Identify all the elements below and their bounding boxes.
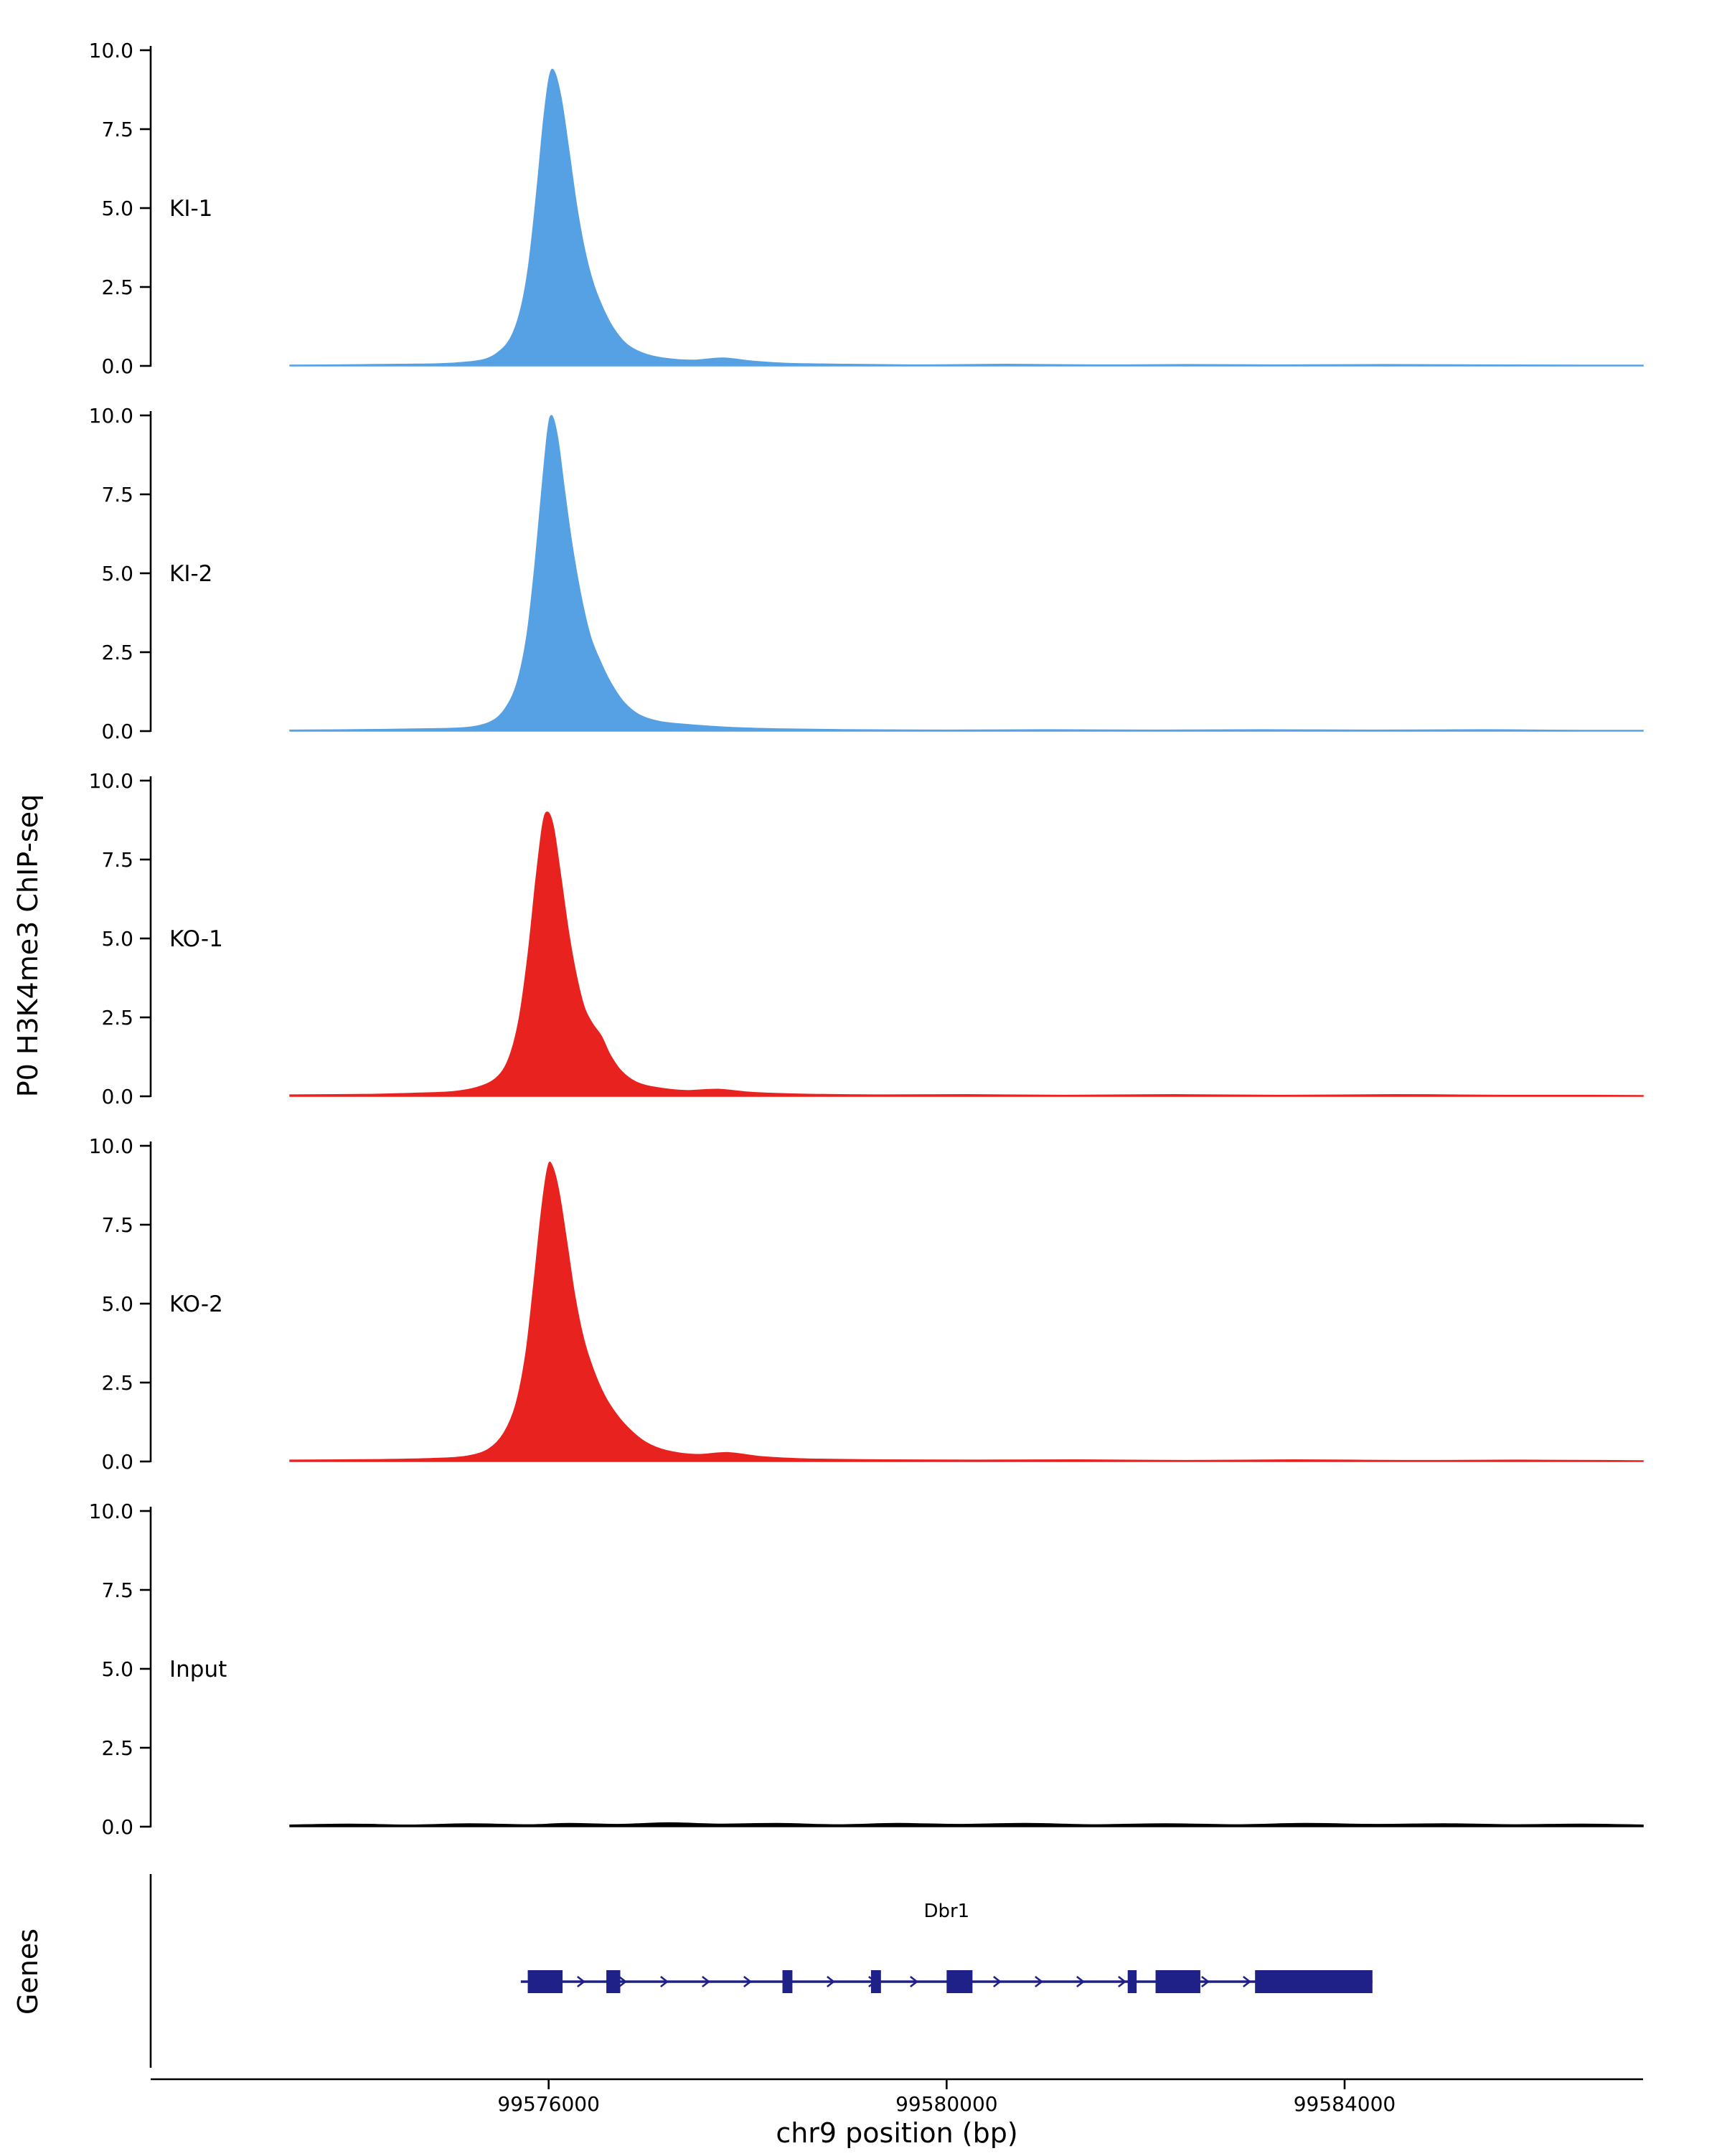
x-axis-title: chr9 position (bp) bbox=[776, 2117, 1017, 2149]
strand-arrow-icon bbox=[827, 1975, 835, 1988]
y-tick-label: 5.0 bbox=[101, 562, 133, 585]
track-ki-2: 0.0 2.5 5.0 7.5 10.0 KI-2 bbox=[89, 404, 1644, 743]
y-tick-label: 0.0 bbox=[101, 1450, 133, 1474]
coverage-tracks: 0.0 2.5 5.0 7.5 10.0 KI-1 0.0 2.5 5.0 7.5 10.0 KI-2… bbox=[89, 39, 1644, 1839]
y-axis-title: P0 H3K4me3 ChIP-seq bbox=[12, 794, 44, 1098]
x-axis: 99576000 99580000 99584000 bbox=[151, 2078, 1643, 2116]
y-tick-label: 7.5 bbox=[101, 1578, 133, 1602]
track-ko-1: 0.0 2.5 5.0 7.5 10.0 KO-1 bbox=[89, 769, 1644, 1108]
y-tick-label: 7.5 bbox=[101, 1213, 133, 1237]
gene-exon bbox=[1155, 1970, 1200, 1993]
strand-arrow-icon bbox=[660, 1975, 669, 1988]
y-tick-label: 7.5 bbox=[101, 848, 133, 872]
track-input: 0.0 2.5 5.0 7.5 10.0 Input bbox=[89, 1500, 1644, 1839]
y-tick-label: 0.0 bbox=[101, 1085, 133, 1108]
gene-exon bbox=[606, 1970, 621, 1993]
coverage-area-ko-1 bbox=[289, 811, 1644, 1097]
y-tick-label: 0.0 bbox=[101, 354, 133, 378]
coverage-area-ki-2 bbox=[289, 415, 1644, 732]
track-label: KI-1 bbox=[169, 196, 212, 222]
y-tick-label: 2.5 bbox=[101, 1006, 133, 1030]
y-tick-label: 2.5 bbox=[101, 641, 133, 664]
gene-exon bbox=[870, 1970, 881, 1993]
gene-name-label: Dbr1 bbox=[923, 1901, 969, 1922]
y-tick-label: 5.0 bbox=[101, 927, 133, 951]
y-tick-label: 2.5 bbox=[101, 1736, 133, 1760]
gene-dbr1: Dbr1 bbox=[520, 1901, 1373, 1993]
y-tick-label: 10.0 bbox=[89, 39, 133, 62]
genes-panel-title: Genes bbox=[12, 1929, 44, 2015]
y-tick-label: 10.0 bbox=[89, 404, 133, 428]
strand-arrow-icon bbox=[1118, 1975, 1126, 1988]
gene-exon bbox=[1127, 1970, 1137, 1993]
gene-exon bbox=[1255, 1970, 1373, 1993]
x-tick-label: 99584000 bbox=[1294, 2092, 1396, 2116]
strand-arrow-icon bbox=[1243, 1975, 1251, 1988]
gene-exon bbox=[782, 1970, 793, 1993]
gene-exon bbox=[946, 1970, 973, 1993]
x-tick-label: 99580000 bbox=[895, 2092, 998, 2116]
strand-arrow-icon bbox=[993, 1975, 1002, 1988]
strand-arrow-icon bbox=[702, 1975, 710, 1988]
strand-arrow-icon bbox=[743, 1975, 752, 1988]
coverage-area-input bbox=[289, 1822, 1644, 1827]
y-tick-label: 10.0 bbox=[89, 1134, 133, 1158]
gene-exon bbox=[527, 1970, 563, 1993]
y-tick-label: 0.0 bbox=[101, 720, 133, 743]
track-label: KI-2 bbox=[169, 561, 212, 587]
gene-model-track: Dbr1 bbox=[149, 1874, 1373, 2068]
strand-arrow-icon bbox=[618, 1975, 627, 1988]
y-tick-label: 5.0 bbox=[101, 197, 133, 220]
y-tick-label: 7.5 bbox=[101, 118, 133, 141]
strand-arrow-icon bbox=[1201, 1975, 1210, 1988]
strand-arrow-icon bbox=[1076, 1975, 1085, 1988]
coverage-area-ko-2 bbox=[289, 1162, 1644, 1462]
y-tick-label: 5.0 bbox=[101, 1657, 133, 1681]
x-tick-label: 99576000 bbox=[497, 2092, 600, 2116]
track-ki-1: 0.0 2.5 5.0 7.5 10.0 KI-1 bbox=[89, 39, 1644, 378]
y-tick-label: 5.0 bbox=[101, 1292, 133, 1316]
y-tick-label: 10.0 bbox=[89, 769, 133, 793]
strand-arrow-icon bbox=[1035, 1975, 1043, 1988]
track-label: Input bbox=[169, 1657, 227, 1682]
track-ko-2: 0.0 2.5 5.0 7.5 10.0 KO-2 bbox=[89, 1134, 1644, 1474]
y-tick-label: 10.0 bbox=[89, 1500, 133, 1523]
y-tick-label: 2.5 bbox=[101, 276, 133, 299]
track-label: KO-2 bbox=[169, 1291, 223, 1317]
strand-arrow-icon bbox=[577, 1975, 585, 1988]
track-label: KO-1 bbox=[169, 926, 223, 952]
coverage-area-ki-1 bbox=[289, 68, 1644, 367]
y-tick-label: 2.5 bbox=[101, 1371, 133, 1395]
strand-arrow-icon bbox=[910, 1975, 918, 1988]
y-tick-label: 7.5 bbox=[101, 483, 133, 507]
y-tick-label: 0.0 bbox=[101, 1815, 133, 1839]
